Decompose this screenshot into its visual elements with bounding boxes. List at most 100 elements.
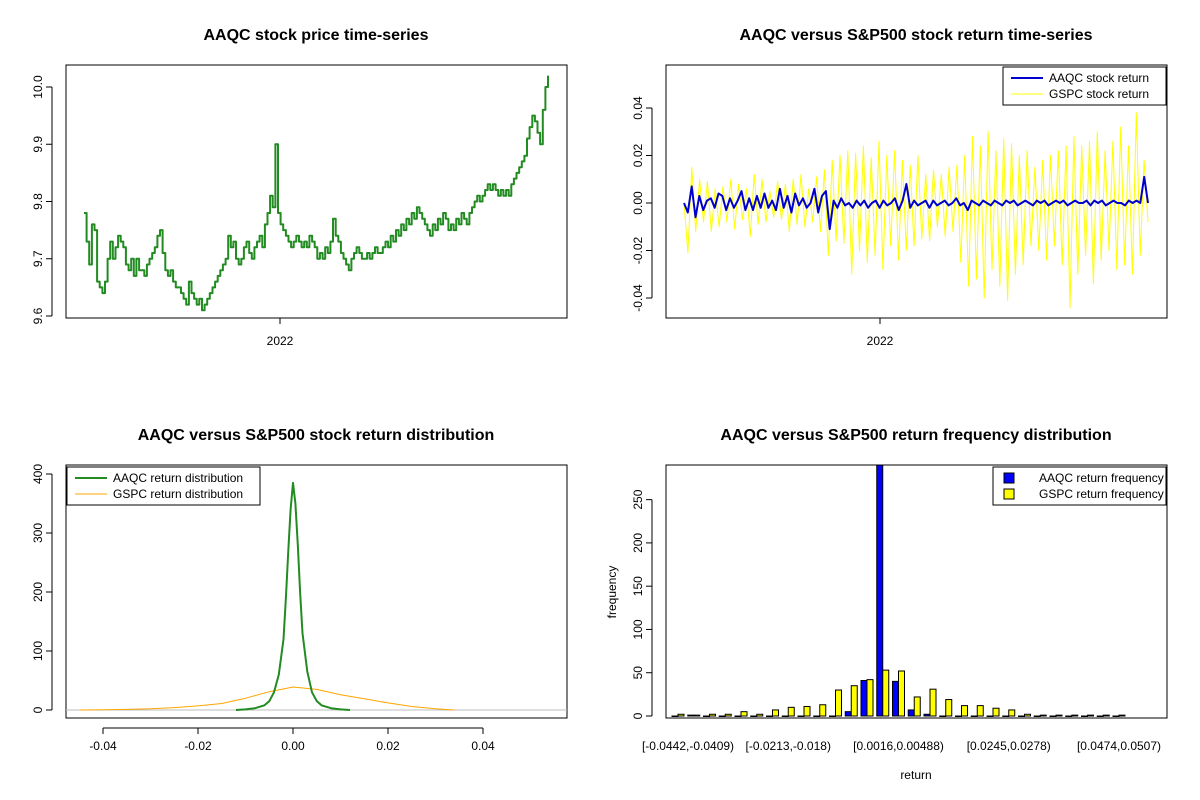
returns-y-tick-label: -0.04 <box>631 284 645 312</box>
aaqc-frequency-bar <box>766 715 773 717</box>
density-chart-title: AAQC versus S&P500 stock return distribu… <box>138 427 495 444</box>
histogram-x-tick-label: [0.0245,0.0278) <box>967 739 1051 753</box>
legend-label: AAQC return frequency <box>1039 471 1164 485</box>
aaqc-frequency-bar <box>1065 715 1073 717</box>
gspc-frequency-bar <box>961 705 968 717</box>
density-x-tick-label: 0.04 <box>471 739 495 753</box>
density-x-tick-label: -0.04 <box>89 739 117 753</box>
gspc-frequency-bar <box>1055 714 1063 717</box>
legend-label: GSPC return distribution <box>113 487 243 501</box>
returns-plot-frame <box>665 64 1168 319</box>
gspc-frequency-bar <box>740 711 748 717</box>
legend-label: AAQC return distribution <box>113 471 243 485</box>
histogram-y-tick-label: 150 <box>631 576 645 596</box>
gspc-frequency-bar <box>677 713 685 717</box>
density-y-tick-label: 200 <box>31 582 45 602</box>
aaqc-frequency-bar <box>813 715 821 717</box>
aaqc-frequency-bar <box>970 715 978 717</box>
returns-chart-title: AAQC versus S&P500 stock return time-ser… <box>739 27 1092 44</box>
gspc-frequency-bar <box>882 669 890 717</box>
aaqc-frequency-bar <box>703 715 710 717</box>
histogram-y-tick-label: 200 <box>631 533 645 553</box>
aaqc-frequency-bar <box>955 715 962 717</box>
aaqc-frequency-bar <box>1112 715 1120 717</box>
aaqc-frequency-bar <box>923 713 931 717</box>
histogram-y-tick-label: 0 <box>631 712 645 719</box>
gspc-frequency-bar <box>929 688 937 717</box>
aaqc-return-line <box>683 175 1149 231</box>
histogram-y-tick-label: 100 <box>631 619 645 639</box>
histogram-x-tick-label: [0.0016,0.00488) <box>853 739 944 753</box>
aaqc-frequency-bar <box>986 715 994 717</box>
gspc-frequency-bar <box>819 704 827 717</box>
aaqc-frequency-bar <box>829 715 836 717</box>
gspc-frequency-bar <box>1071 714 1079 717</box>
density-x-tick-label: -0.02 <box>184 739 212 753</box>
density-y-tick-label: 0 <box>31 706 45 713</box>
aaqc-frequency-bar <box>860 680 868 717</box>
returns-y-tick-label: -0.02 <box>631 237 645 265</box>
legend-box <box>66 466 261 506</box>
aaqc-frequency-bar <box>781 715 789 717</box>
gspc-frequency-bar <box>693 714 701 717</box>
gspc-frequency-bar <box>898 670 905 717</box>
aaqc-frequency-bar <box>1002 715 1010 717</box>
gspc-frequency-bar <box>1087 714 1094 717</box>
returns-y-tick-label: 0.02 <box>631 143 645 167</box>
returns-y-tick-label: 0.04 <box>631 96 645 120</box>
gspc-frequency-bar <box>992 707 1000 717</box>
gspc-frequency-bar <box>945 699 953 717</box>
aaqc-frequency-bar <box>797 715 805 717</box>
histogram-x-tick-label: [0.0474,0.0507) <box>1077 739 1161 753</box>
histogram-x-tick-label: [-0.0442,-0.0409) <box>642 739 734 753</box>
gspc-return-line <box>683 112 1149 308</box>
histogram-x-label: return <box>900 768 931 782</box>
gspc-density-line <box>79 686 455 711</box>
aaqc-frequency-bar <box>671 715 679 717</box>
aaqc-density-line <box>235 481 351 711</box>
aaqc-frequency-bar <box>1033 715 1041 717</box>
density-plot-frame <box>65 464 568 719</box>
gspc-frequency-bar <box>1102 714 1110 717</box>
aaqc-frequency-bar <box>1018 715 1025 717</box>
gspc-frequency-bar <box>787 706 795 717</box>
returns-y-tick-label: 0.00 <box>631 191 645 215</box>
gspc-frequency-bar <box>709 713 716 717</box>
gspc-frequency-bar <box>756 713 764 717</box>
density-y-tick-label: 400 <box>31 464 45 484</box>
aaqc-frequency-bar <box>1096 715 1104 717</box>
gspc-frequency-bar <box>835 689 842 717</box>
gspc-frequency-bar <box>913 696 921 717</box>
density-x-tick-label: 0.00 <box>281 739 305 753</box>
gspc-frequency-bar <box>772 709 779 717</box>
aaqc-frequency-bar <box>750 715 758 717</box>
price-y-tick-label: 9.6 <box>31 307 45 324</box>
legend-label: AAQC stock return <box>1049 71 1149 85</box>
aaqc-frequency-bar <box>939 715 947 717</box>
histogram-y-label: frequency <box>605 566 619 619</box>
aaqc-frequency-bar <box>1049 715 1057 717</box>
price-x-tick-label: 2022 <box>267 334 294 348</box>
density-x-tick-label: 0.02 <box>376 739 400 753</box>
aaqc-frequency-bar <box>892 680 899 717</box>
gspc-frequency-bar <box>1008 709 1016 717</box>
price-y-tick-label: 9.7 <box>31 250 45 267</box>
gspc-frequency-bar <box>850 685 858 717</box>
legend-box <box>992 466 1167 506</box>
aaqc-frequency-bar <box>1081 715 1088 717</box>
aaqc-frequency-bar <box>844 711 852 717</box>
density-y-tick-label: 300 <box>31 523 45 543</box>
density-y-tick-label: 100 <box>31 641 45 661</box>
legend-box <box>1002 66 1167 106</box>
histogram-plot-frame <box>665 464 1168 719</box>
legend-swatch <box>1003 472 1015 484</box>
histogram-x-tick-label: [-0.0213,-0.018) <box>746 739 831 753</box>
price-y-tick-label: 10.0 <box>31 75 45 99</box>
gspc-frequency-bar <box>803 705 811 717</box>
price-y-tick-label: 9.9 <box>31 136 45 153</box>
gspc-frequency-bar <box>866 679 874 717</box>
histogram-y-tick-label: 50 <box>631 666 645 680</box>
gspc-frequency-bar <box>724 713 732 717</box>
aaqc-frequency-bar <box>687 714 695 717</box>
